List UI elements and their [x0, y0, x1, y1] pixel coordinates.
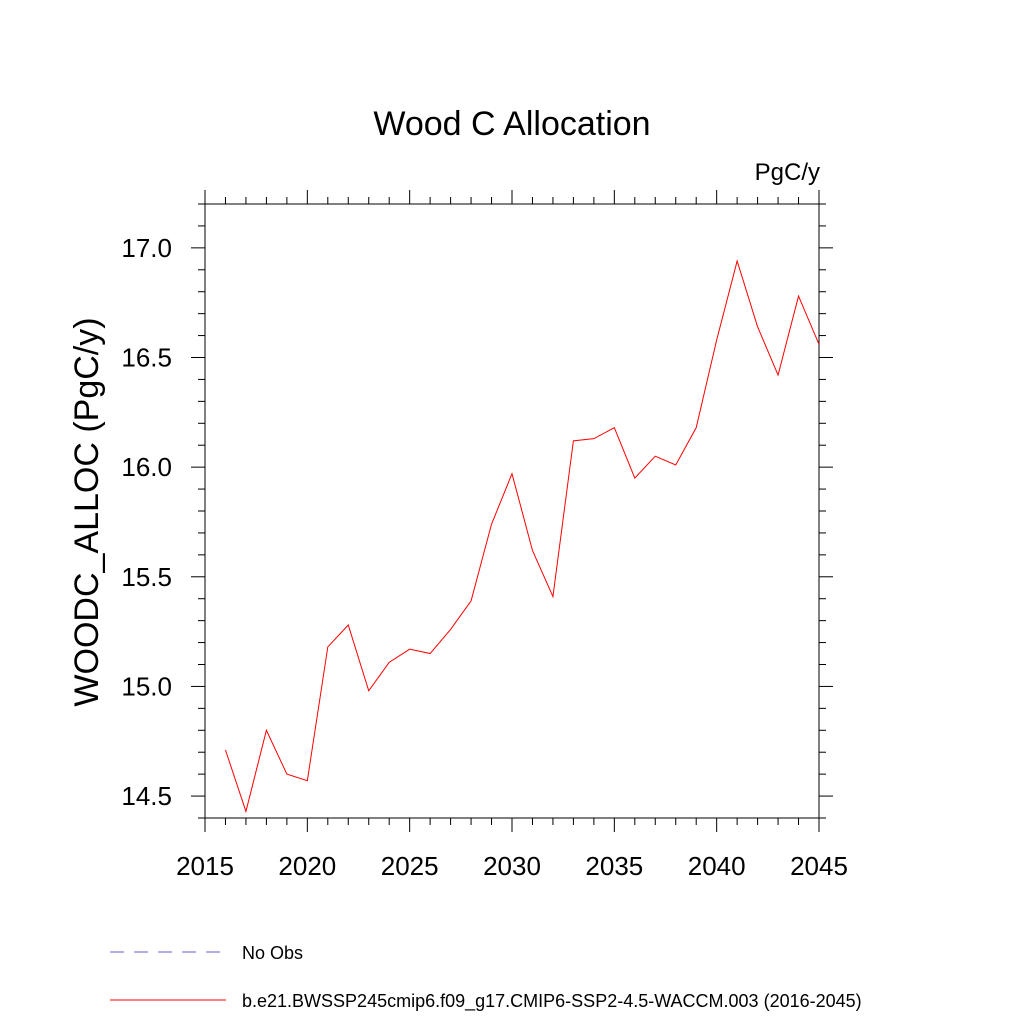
- plot-frame: [204, 203, 820, 819]
- legend: No Obs b.e21.BWSSP245cmip6.f09_g17.CMIP6-…: [110, 943, 862, 1012]
- y-tick-label: 15.5: [121, 562, 172, 592]
- units-label: PgC/y: [755, 159, 820, 186]
- y-tick-label: 17.0: [121, 233, 172, 263]
- series-line: [224, 259, 820, 814]
- y-axis: 14.5 15.0 15.5 16.0 16.5 17.0: [121, 203, 833, 819]
- x-tick-label: 2035: [585, 851, 643, 881]
- x-tick-label: 2040: [688, 851, 746, 881]
- chart-title: Wood C Allocation: [373, 105, 650, 143]
- x-axis: 2015 2020 2025 2030 2035 2040 2045: [176, 190, 848, 881]
- x-tick-label: 2045: [790, 851, 848, 881]
- y-axis-label: WOODC_ALLOC (PgC/y): [68, 317, 106, 706]
- x-tick-label: 2020: [278, 851, 336, 881]
- y-tick-label: 14.5: [121, 781, 172, 811]
- legend-label: No Obs: [242, 943, 303, 963]
- x-tick-label: 2030: [483, 851, 541, 881]
- series-layer: [224, 259, 820, 814]
- y-tick-label: 16.5: [121, 343, 172, 373]
- x-tick-label: 2025: [381, 851, 439, 881]
- y-tick-label: 16.0: [121, 452, 172, 482]
- y-tick-label: 15.0: [121, 671, 172, 701]
- legend-label: b.e21.BWSSP245cmip6.f09_g17.CMIP6-SSP2-4…: [242, 991, 862, 1012]
- x-tick-label: 2015: [176, 851, 234, 881]
